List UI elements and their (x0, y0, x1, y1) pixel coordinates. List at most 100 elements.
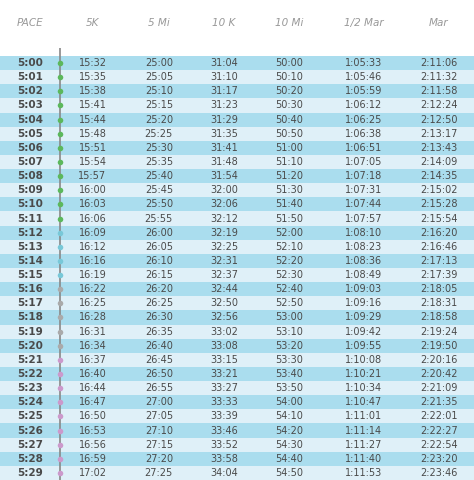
Text: 5:02: 5:02 (17, 86, 43, 96)
Text: 31:41: 31:41 (210, 143, 238, 153)
Text: 10 Mi: 10 Mi (275, 18, 303, 28)
Text: 5:15: 5:15 (17, 270, 43, 280)
Text: 26:30: 26:30 (145, 312, 173, 323)
Text: 2:12:50: 2:12:50 (420, 115, 457, 125)
Bar (0, 70, 474, 84)
Text: 16:47: 16:47 (79, 397, 106, 407)
Text: 1:05:59: 1:05:59 (345, 86, 382, 96)
Text: 50:00: 50:00 (275, 58, 303, 68)
Text: 15:38: 15:38 (79, 86, 106, 96)
Text: 32:50: 32:50 (210, 299, 238, 308)
Text: 51:10: 51:10 (275, 157, 303, 167)
Text: 32:44: 32:44 (210, 284, 238, 294)
Bar (0, 141, 474, 155)
Text: 5:03: 5:03 (17, 100, 43, 110)
Text: 5:24: 5:24 (17, 397, 43, 407)
Text: 31:04: 31:04 (210, 58, 238, 68)
Text: 32:25: 32:25 (210, 242, 238, 252)
Text: 2:21:35: 2:21:35 (420, 397, 457, 407)
Text: 33:02: 33:02 (210, 326, 238, 336)
Text: 33:08: 33:08 (210, 341, 238, 351)
Text: 2:14:09: 2:14:09 (420, 157, 457, 167)
Text: 25:25: 25:25 (145, 129, 173, 139)
Text: 25:20: 25:20 (145, 115, 173, 125)
Text: 1:07:05: 1:07:05 (345, 157, 382, 167)
Text: 2:16:46: 2:16:46 (420, 242, 457, 252)
Bar (0, 324, 474, 339)
Text: 31:29: 31:29 (210, 115, 238, 125)
Text: 50:10: 50:10 (275, 72, 303, 82)
Text: 52:30: 52:30 (275, 270, 303, 280)
Text: 17:02: 17:02 (79, 468, 107, 478)
Bar (0, 296, 474, 311)
Text: 16:00: 16:00 (79, 185, 106, 195)
Text: 1:06:38: 1:06:38 (345, 129, 382, 139)
Text: 5:01: 5:01 (17, 72, 43, 82)
Text: 51:40: 51:40 (275, 199, 303, 209)
Text: 25:45: 25:45 (145, 185, 173, 195)
Bar (0, 240, 474, 254)
Text: 52:20: 52:20 (275, 256, 303, 266)
Text: 15:44: 15:44 (79, 115, 106, 125)
Text: 2:14:35: 2:14:35 (420, 171, 457, 181)
Text: 16:53: 16:53 (79, 426, 106, 435)
Text: 1:09:03: 1:09:03 (345, 284, 382, 294)
Bar (0, 254, 474, 268)
Text: 1:10:08: 1:10:08 (345, 355, 382, 365)
Text: 51:20: 51:20 (275, 171, 303, 181)
Text: 15:54: 15:54 (79, 157, 107, 167)
Text: 16:22: 16:22 (79, 284, 107, 294)
Text: 26:00: 26:00 (145, 228, 173, 238)
Text: 32:31: 32:31 (210, 256, 238, 266)
Text: 25:15: 25:15 (145, 100, 173, 110)
Bar (0, 212, 474, 226)
Text: 25:00: 25:00 (145, 58, 173, 68)
Text: 31:10: 31:10 (210, 72, 238, 82)
Text: 1:08:23: 1:08:23 (345, 242, 382, 252)
Text: 27:10: 27:10 (145, 426, 173, 435)
Text: 26:20: 26:20 (145, 284, 173, 294)
Text: 5K: 5K (86, 18, 99, 28)
Text: Mar: Mar (429, 18, 449, 28)
Text: 2:11:58: 2:11:58 (420, 86, 457, 96)
Text: 25:50: 25:50 (145, 199, 173, 209)
Text: 5:04: 5:04 (17, 115, 43, 125)
Text: 5:16: 5:16 (17, 284, 43, 294)
Text: 53:30: 53:30 (275, 355, 303, 365)
Text: 15:32: 15:32 (79, 58, 107, 68)
Text: 15:48: 15:48 (79, 129, 106, 139)
Text: 33:39: 33:39 (210, 411, 238, 421)
Text: 5:11: 5:11 (17, 214, 43, 224)
Text: 2:13:17: 2:13:17 (420, 129, 457, 139)
Text: 16:19: 16:19 (79, 270, 106, 280)
Bar (0, 282, 474, 296)
Text: 16:31: 16:31 (79, 326, 106, 336)
Text: 16:03: 16:03 (79, 199, 106, 209)
Text: 54:50: 54:50 (275, 468, 303, 478)
Text: 1:07:18: 1:07:18 (345, 171, 382, 181)
Text: 5:22: 5:22 (17, 369, 43, 379)
Text: 2:19:50: 2:19:50 (420, 341, 457, 351)
Text: 1:10:21: 1:10:21 (345, 369, 382, 379)
Bar (0, 395, 474, 409)
Text: 27:05: 27:05 (145, 411, 173, 421)
Text: 1:05:33: 1:05:33 (345, 58, 382, 68)
Text: 50:20: 50:20 (275, 86, 303, 96)
Text: 16:25: 16:25 (79, 299, 107, 308)
Text: 1:11:27: 1:11:27 (345, 440, 382, 450)
Text: 5:08: 5:08 (17, 171, 43, 181)
Text: 26:25: 26:25 (145, 299, 173, 308)
Text: 32:56: 32:56 (210, 312, 238, 323)
Text: 5:29: 5:29 (17, 468, 43, 478)
Text: 1:07:57: 1:07:57 (345, 214, 382, 224)
Text: 1:06:25: 1:06:25 (345, 115, 382, 125)
Text: 26:55: 26:55 (145, 383, 173, 393)
Bar (0, 112, 474, 127)
Text: 2:22:27: 2:22:27 (420, 426, 458, 435)
Text: 52:10: 52:10 (275, 242, 303, 252)
Text: 26:45: 26:45 (145, 355, 173, 365)
Bar (0, 381, 474, 395)
Bar (0, 183, 474, 197)
Text: 34:04: 34:04 (210, 468, 238, 478)
Text: 5 Mi: 5 Mi (148, 18, 170, 28)
